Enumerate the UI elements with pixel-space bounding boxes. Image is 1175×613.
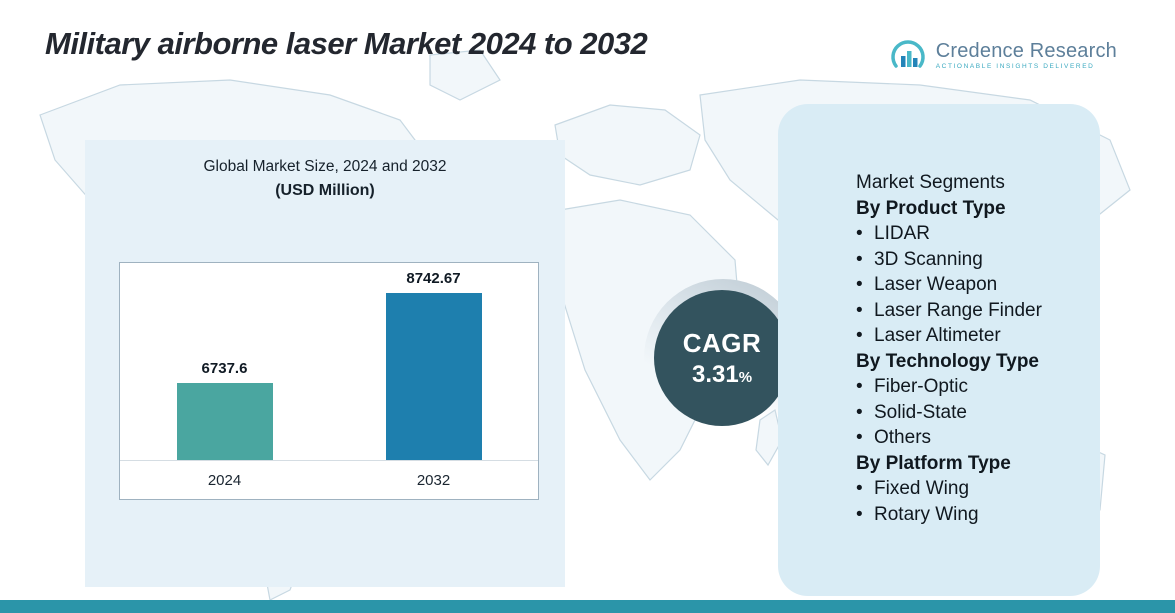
segment-item: • Rotary Wing <box>856 502 1076 528</box>
segment-item-label: Laser Altimeter <box>874 325 1001 346</box>
cagr-percent-sign: % <box>738 368 753 386</box>
segment-item: • LIDAR <box>856 221 1076 247</box>
bar-value-label: 8742.67 <box>406 270 461 287</box>
segment-item: • Fixed Wing <box>856 476 1076 502</box>
segment-item: • Laser Altimeter <box>856 323 1076 349</box>
footer-bar <box>0 600 1175 613</box>
segment-item-label: Fixed Wing <box>874 478 970 499</box>
chart-title-line2: (USD Million) <box>275 182 375 199</box>
credence-logo-chart-icon <box>890 40 925 68</box>
chart-panel: Global Market Size, 2024 and 2032 (USD M… <box>85 140 565 587</box>
segments-panel: Market Segments By Product Type • LIDAR •… <box>778 104 1100 596</box>
segment-item-label: Laser Weapon <box>874 274 998 295</box>
x-axis-label-2032: 2032 <box>416 471 451 489</box>
x-axis-labels: 2024 2032 <box>120 461 538 499</box>
cagr-badge: CAGR 3.31% <box>654 290 790 426</box>
map-greenland <box>429 49 501 101</box>
logo-text: Credence Research Actionable Insights De… <box>936 41 1117 71</box>
segments-heading: Market Segments <box>856 172 1005 193</box>
bullet-icon: • <box>856 299 863 321</box>
chart-title-line1: Global Market Size, 2024 and 2032 <box>203 158 447 175</box>
bar-group-2032: 8742.67 <box>329 270 538 460</box>
bar-value-label: 6737.6 <box>201 360 248 377</box>
bullet-icon: • <box>856 427 863 448</box>
bar-chart: 6737.6 8742.67 2024 2032 <box>119 262 539 500</box>
cagr-label: CAGR <box>682 327 762 358</box>
bullet-icon: • <box>856 503 863 525</box>
bullet-icon: • <box>856 325 863 346</box>
bar-group-2024: 6737.6 <box>120 360 329 460</box>
x-axis-label-2024: 2024 <box>207 471 242 489</box>
segment-group-title-product: By Product Type <box>856 197 1006 219</box>
bar-2032 <box>385 293 482 460</box>
segment-item-label: Laser Range Finder <box>874 299 1042 321</box>
page-title: Military airborne laser Market 2024 to 2… <box>45 26 648 61</box>
segment-item: • Others <box>856 425 1076 451</box>
logo-name: Credence Research <box>935 40 1117 63</box>
cagr-value: 3.31% <box>692 361 752 389</box>
bullet-icon: • <box>856 274 863 295</box>
bullet-icon: • <box>856 223 863 244</box>
segment-item-label: Rotary Wing <box>874 503 979 525</box>
bar-chart-plot: 6737.6 8742.67 <box>120 263 538 461</box>
bar-2024 <box>176 383 273 460</box>
bullet-icon: • <box>856 376 863 397</box>
segment-item-label: LIDAR <box>874 223 930 244</box>
segment-item-label: Solid-State <box>874 401 967 423</box>
segment-group-title-platform: By Platform Type <box>856 452 1011 474</box>
segment-group-title-technology: By Technology Type <box>856 350 1039 372</box>
segment-item-label: Others <box>874 427 932 448</box>
segment-item: • 3D Scanning <box>856 247 1076 273</box>
segment-item: • Laser Range Finder <box>856 298 1076 324</box>
segment-item: • Laser Weapon <box>856 272 1076 298</box>
cagr-number: 3.31 <box>691 360 739 388</box>
map-europe <box>554 104 701 186</box>
logo-tagline: Actionable Insights Delivered <box>935 63 1095 71</box>
segment-item: • Solid-State <box>856 400 1076 426</box>
segment-item-label: Fiber-Optic <box>874 376 968 397</box>
chart-title: Global Market Size, 2024 and 2032 (USD M… <box>85 158 565 200</box>
bullet-icon: • <box>856 401 863 423</box>
segment-item-label: 3D Scanning <box>874 248 983 270</box>
credence-research-logo: Credence Research Actionable Insights De… <box>888 36 1117 76</box>
bullet-icon: • <box>856 248 863 270</box>
bullet-icon: • <box>856 478 863 499</box>
segment-item: • Fiber-Optic <box>856 374 1076 400</box>
